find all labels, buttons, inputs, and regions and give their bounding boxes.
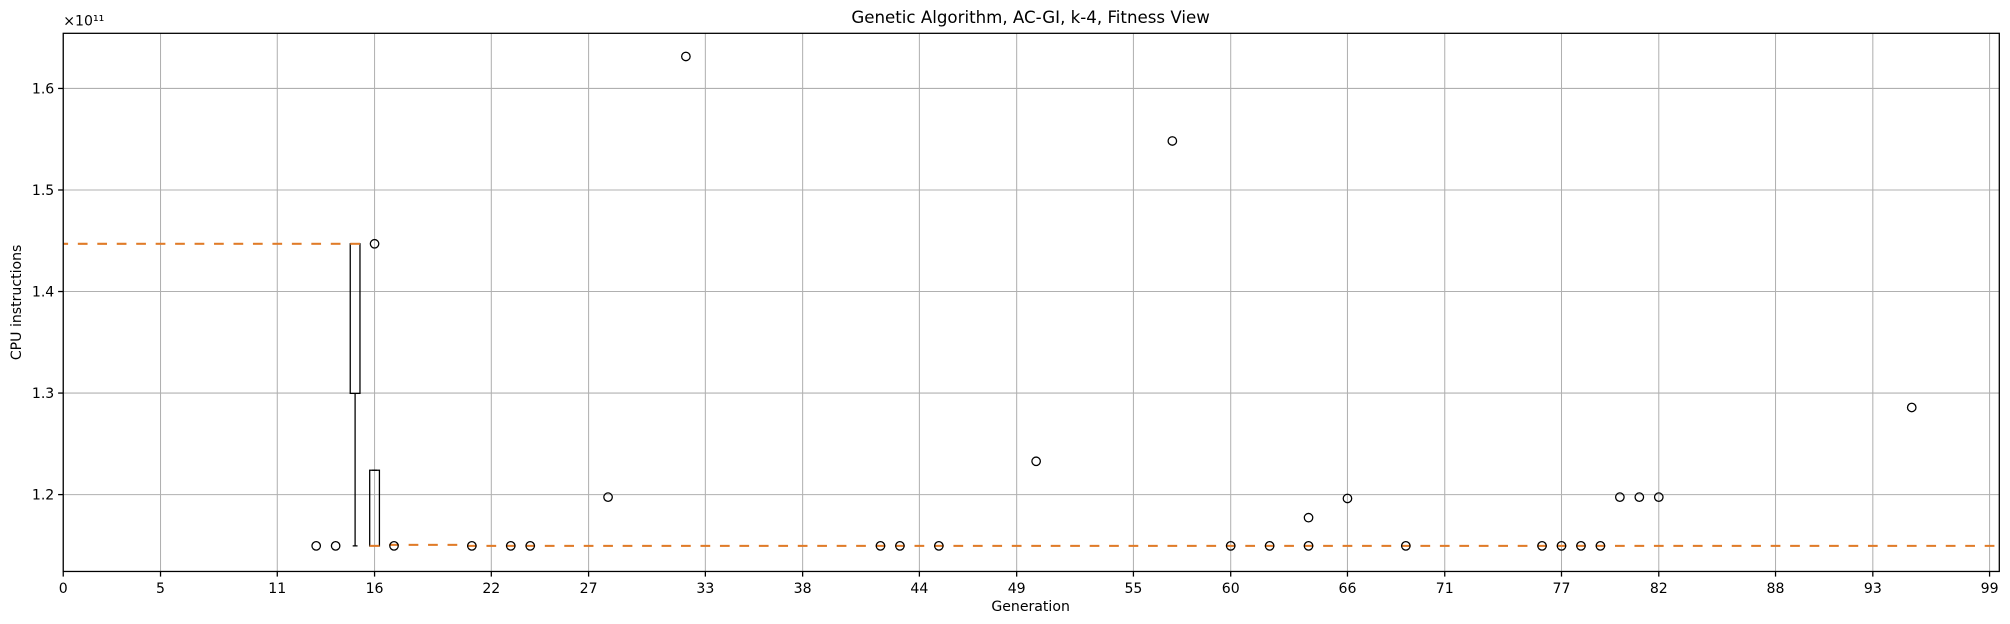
flier [1342, 493, 1353, 504]
flier [505, 541, 516, 551]
x-axis-label: Generation [991, 599, 1070, 615]
grid [62, 33, 2000, 572]
flier [369, 238, 380, 249]
flier [1537, 541, 1547, 551]
flier [1303, 541, 1314, 551]
flier [1556, 541, 1567, 551]
x-tick-label: 38 [794, 581, 812, 597]
x-tick-label: 82 [1650, 581, 1668, 597]
flier [1400, 541, 1411, 551]
flier [330, 541, 341, 551]
y-axis-label: CPU instructions [9, 245, 25, 361]
flier [466, 541, 477, 551]
flier [389, 541, 399, 551]
flier [1653, 492, 1664, 503]
flier [603, 492, 613, 503]
box [349, 243, 361, 395]
flier [1264, 541, 1275, 551]
flier [895, 541, 905, 551]
x-tick-label: 0 [59, 581, 68, 597]
x-tick-label: 66 [1338, 581, 1356, 597]
flier [311, 541, 322, 551]
flier [681, 51, 691, 62]
flier [1031, 456, 1042, 467]
y-tick-label: 1.5 [32, 183, 54, 199]
y-tick-label: 1.4 [32, 285, 54, 301]
plot-area [63, 51, 1995, 551]
x-tick-label: 99 [1981, 581, 1999, 597]
x-tick-label: 49 [1008, 581, 1026, 597]
y-offset-label: ×10¹¹ [63, 14, 104, 30]
x-tick-label: 77 [1553, 581, 1571, 597]
x-tick-label: 16 [366, 581, 384, 597]
flier [1225, 541, 1236, 551]
x-tick-label: 60 [1222, 581, 1240, 597]
ticks: 0 5 11 16 22 27 33 38 44 49 55 60 66 71 77 82 88 93 99 1.2 1… [32, 82, 1999, 598]
x-tick-label: 11 [268, 581, 286, 597]
flier [933, 541, 944, 551]
flier [1595, 541, 1606, 551]
flier [1576, 541, 1586, 551]
flier [1615, 492, 1625, 503]
x-tick-label: 88 [1767, 581, 1785, 597]
flier [525, 541, 536, 551]
flier [1303, 512, 1314, 523]
x-tick-label: 33 [696, 581, 714, 597]
x-tick-label: 71 [1436, 581, 1454, 597]
x-tick-label: 27 [580, 581, 598, 597]
y-tick-label: 1.2 [32, 488, 54, 504]
chart-title: Genetic Algorithm, AC-GI, k-4, Fitness V… [851, 8, 1210, 27]
x-tick-label: 93 [1864, 581, 1882, 597]
y-tick-label: 1.3 [32, 386, 54, 402]
x-tick-label: 22 [482, 581, 500, 597]
flier [1167, 136, 1178, 146]
axes-frame [62, 32, 2000, 573]
flier [875, 541, 886, 551]
flier [1634, 492, 1645, 503]
x-tick-label: 55 [1124, 581, 1142, 597]
x-tick-label: 44 [910, 581, 928, 597]
x-tick-label: 5 [156, 581, 165, 597]
y-tick-label: 1.6 [32, 82, 54, 98]
flier [1906, 402, 1917, 413]
